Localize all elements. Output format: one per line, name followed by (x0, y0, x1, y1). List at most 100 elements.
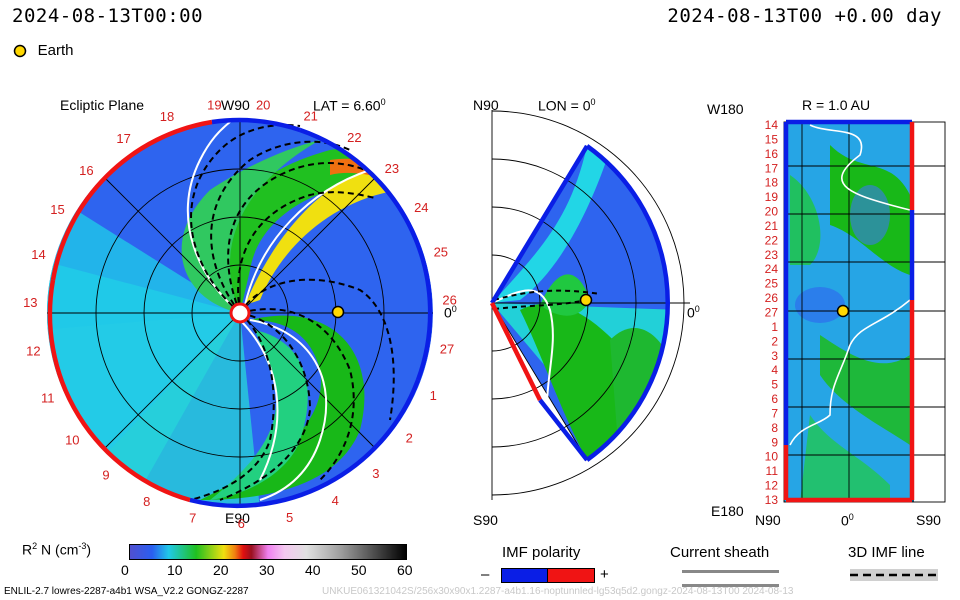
radial-x-left: N90 (755, 512, 781, 528)
radial-x-right: S90 (916, 512, 941, 528)
ecliptic-top-label: W90 (221, 97, 250, 113)
radial-top-left: W180 (707, 101, 744, 117)
ecliptic-rotation-number: 14 (31, 247, 45, 262)
ecliptic-lat-label: LAT = 6.600 (313, 97, 386, 114)
meridional-top-label: N90 (473, 97, 499, 113)
meridional-polarity-rim (489, 144, 670, 462)
ecliptic-rotation-number: 7 (189, 511, 196, 526)
ecliptic-rotation-number: 18 (160, 109, 174, 124)
radial-rotation-number: 20 (765, 205, 779, 219)
ecliptic-title: Ecliptic Plane (60, 97, 145, 113)
ecliptic-rotation-number: 5 (286, 510, 293, 525)
radial-rotation-number: 1 (771, 320, 778, 334)
ecliptic-rotation-numbers: 19 20212223242526271234567891011121314151… (23, 97, 457, 531)
radial-rotation-number: 18 (765, 176, 779, 190)
imf-polarity-title: IMF polarity (502, 544, 581, 561)
colorbar-tick: 50 (351, 562, 367, 578)
colorbar-ticks: 0 10 20 30 40 50 60 (121, 562, 413, 580)
ecliptic-polarity-rim (47, 117, 433, 509)
radial-rotation-number: 17 (765, 161, 779, 175)
ecliptic-current-sheath (186, 121, 371, 501)
radial-rotation-number: 21 (765, 219, 779, 233)
radial-rotation-number: 19 (765, 190, 779, 204)
imf-line-swatch (850, 569, 938, 581)
ecliptic-rotation-number: 10 (65, 432, 79, 447)
radial-rotation-number: 11 (766, 464, 779, 478)
radial-plot: 1415161718192021222324252627123456789101… (765, 118, 946, 507)
ecliptic-right-label: 00 (444, 304, 457, 321)
radial-rotation-number: 15 (765, 132, 779, 146)
radial-rotation-number: 3 (771, 349, 778, 363)
radial-rotation-number: 13 (765, 493, 779, 507)
ecliptic-rotation-number: 1 (430, 388, 437, 403)
radial-rotation-number: 24 (765, 262, 779, 276)
colorbar-tick: 40 (305, 562, 321, 578)
imf-line-title: 3D IMF line (848, 544, 925, 561)
ecliptic-rotation-number: 20 (256, 97, 270, 112)
current-sheath-title: Current sheath (670, 544, 770, 561)
time-left: 2024-08-13T00:00 (12, 5, 204, 27)
ecliptic-rotation-number: 3 (372, 466, 379, 481)
colorbar-tick: 30 (259, 562, 275, 578)
density-colorbar (129, 544, 407, 560)
radial-rotation-number: 4 (771, 363, 778, 377)
ecliptic-bottom-label: E90 (225, 510, 250, 526)
ecliptic-rotation-number: 6 (238, 516, 245, 531)
radial-x-mid: 00 (841, 512, 854, 529)
colorbar-tick: 10 (167, 562, 183, 578)
earth-label: Earth (37, 42, 74, 59)
imf-positive-swatch (547, 568, 595, 583)
radial-rotation-number: 26 (765, 291, 779, 305)
ecliptic-imf-lines (189, 124, 395, 501)
imf-plus-label: + (600, 566, 609, 583)
meridional-imf-lines (493, 289, 601, 310)
radial-rotation-number: 25 (765, 277, 779, 291)
ecliptic-rotation-number: 16 (79, 163, 93, 178)
radial-rotation-number: 23 (765, 248, 779, 262)
footer-left: ENLIL-2.7 lowres-2287-a4b1 WSA_V2.2 GONG… (4, 586, 249, 597)
radial-title: R = 1.0 AU (802, 97, 871, 113)
ecliptic-rotation-number: 11 (41, 390, 55, 405)
colorbar-tick: 60 (397, 562, 413, 578)
ecliptic-rotation-number: 26 (442, 293, 456, 308)
imf-minus-label: – (481, 566, 490, 583)
ecliptic-rotation-number: 15 (50, 202, 64, 217)
ecliptic-rotation-number: 27 (440, 341, 454, 356)
ecliptic-rotation-number: 24 (414, 200, 428, 215)
radial-rotation-number: 16 (765, 147, 779, 161)
ecliptic-rotation-number: 12 (26, 344, 40, 359)
ecliptic-rotation-number: 19 (207, 98, 221, 113)
radial-polarity-rim (783, 119, 915, 503)
ecliptic-rotation-number: 13 (23, 295, 37, 310)
radial-rotation-number: 6 (771, 392, 778, 406)
ecliptic-rotation-number: 23 (385, 161, 399, 176)
radial-rotation-number: 10 (765, 450, 779, 464)
meridional-earth-icon (579, 293, 593, 307)
ecliptic-rotation-number: 22 (347, 130, 361, 145)
radial-rotation-number: 12 (765, 479, 779, 493)
radial-rotation-number: 9 (771, 435, 778, 449)
radial-rotation-number: 7 (771, 407, 778, 421)
colorbar-tick: 0 (121, 562, 129, 578)
ecliptic-rotation-number: 9 (102, 468, 109, 483)
radial-rotation-numbers: 1415161718192021222324252627123456789101… (765, 118, 779, 507)
ecliptic-rotation-number: 21 (303, 108, 317, 123)
ecliptic-rotation-number: 4 (332, 493, 339, 508)
radial-earth-icon (836, 304, 850, 318)
radial-rotation-number: 8 (771, 421, 778, 435)
earth-marker-icon (331, 305, 345, 319)
ecliptic-rotation-number: 8 (143, 494, 150, 509)
ecliptic-rotation-number: 2 (406, 430, 413, 445)
time-right: 2024-08-13T00 +0.00 day (667, 5, 942, 27)
radial-rotation-number: 22 (765, 233, 779, 247)
colorbar-tick: 20 (213, 562, 229, 578)
meridional-bottom-label: S90 (473, 512, 498, 528)
imf-negative-swatch (501, 568, 549, 583)
radial-current-sheath (789, 124, 911, 446)
earth-icon (13, 44, 27, 57)
radial-rotation-number: 27 (765, 306, 779, 320)
footer-right: UNKUE061321042S/256x30x90x1.2287-a4b1.16… (322, 586, 794, 597)
earth-legend: Earth (12, 40, 74, 59)
colorbar-label: R2 N (cm-3) (22, 541, 92, 558)
sun-icon (229, 302, 251, 324)
